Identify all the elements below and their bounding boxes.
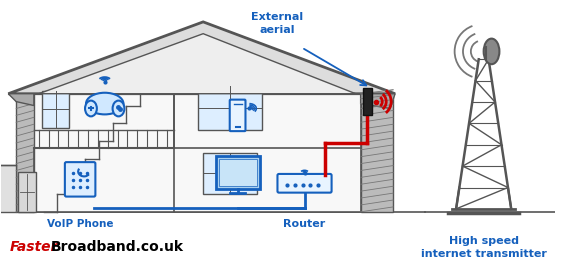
Polygon shape <box>361 94 395 108</box>
Ellipse shape <box>86 93 124 114</box>
Text: High speed
internet transmitter: High speed internet transmitter <box>421 236 547 259</box>
Bar <box>361 94 393 212</box>
Bar <box>16 94 34 212</box>
FancyBboxPatch shape <box>230 100 246 131</box>
Bar <box>216 156 260 189</box>
FancyBboxPatch shape <box>278 174 332 193</box>
Text: Broadband.co.uk: Broadband.co.uk <box>51 240 184 254</box>
Bar <box>198 86 262 130</box>
Polygon shape <box>39 34 356 94</box>
Bar <box>18 172 36 212</box>
Ellipse shape <box>85 101 97 116</box>
Bar <box>42 91 69 128</box>
FancyBboxPatch shape <box>65 162 96 197</box>
Text: VoIP Phone: VoIP Phone <box>47 219 114 229</box>
Bar <box>362 88 373 115</box>
Bar <box>0 165 16 212</box>
Bar <box>203 153 257 194</box>
Text: Faster: Faster <box>9 240 58 254</box>
Text: Router: Router <box>283 219 325 229</box>
Polygon shape <box>8 22 395 94</box>
Ellipse shape <box>112 101 124 116</box>
Bar <box>34 94 361 212</box>
Bar <box>219 159 257 186</box>
Text: External
aerial: External aerial <box>251 12 303 35</box>
Polygon shape <box>8 94 34 106</box>
Ellipse shape <box>484 39 500 64</box>
